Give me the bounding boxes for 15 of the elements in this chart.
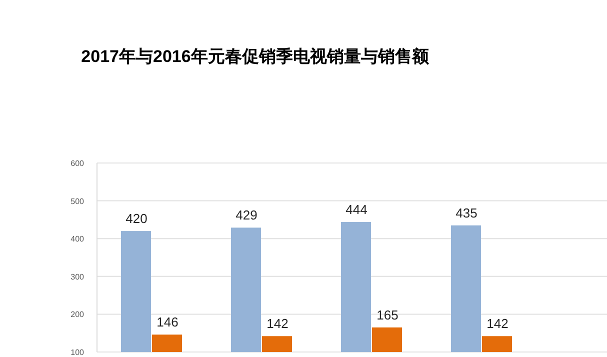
data-label: 142 <box>266 316 288 332</box>
data-label: 165 <box>376 307 398 322</box>
y-tick-label: 600 <box>70 159 85 168</box>
data-label: 142 <box>486 316 508 332</box>
data-label: 429 <box>236 208 258 223</box>
data-label: 435 <box>456 205 478 220</box>
y-tick-label: 400 <box>70 234 85 244</box>
y-tick-label: 200 <box>70 310 85 320</box>
y-tick-label: 300 <box>70 272 85 282</box>
y-tick-label: 100 <box>70 348 85 357</box>
data-label: 444 <box>346 202 368 217</box>
data-label: 146 <box>156 314 178 330</box>
data-label: 420 <box>126 211 148 226</box>
y-tick-label: 500 <box>70 196 85 206</box>
chart-title: 2017年与2016年元春促销季电视销量与销售额 <box>81 47 430 66</box>
